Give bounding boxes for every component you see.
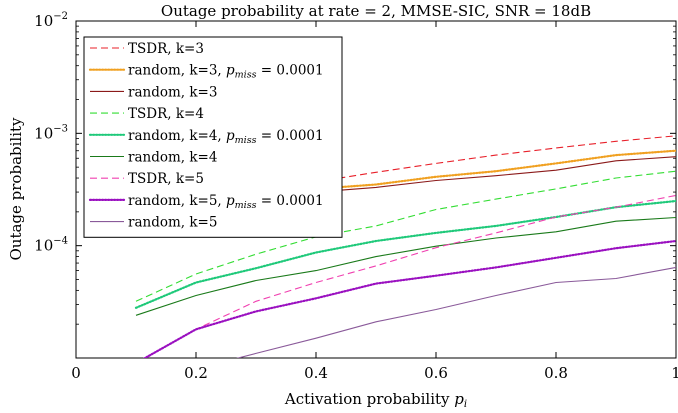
legend-label: TSDR, k=5 bbox=[128, 171, 204, 187]
x-tick-label: 0.2 bbox=[184, 364, 208, 382]
x-tick-label: 0 bbox=[71, 364, 81, 382]
series-line-4 bbox=[135, 170, 676, 302]
legend-label: random, k=5, pmiss = 0.0001 bbox=[128, 193, 324, 211]
y-tick-label: 10−4 bbox=[34, 236, 68, 255]
legend-label: random, k=3, pmiss = 0.0001 bbox=[128, 63, 324, 81]
x-axis-label: Activation probability pi bbox=[284, 390, 467, 410]
legend-label: random, k=3 bbox=[128, 84, 217, 100]
chart-title: Outage probability at rate = 2, MMSE-SIC… bbox=[161, 2, 591, 20]
legend-label: random, k=5 bbox=[128, 215, 217, 231]
series-line-8 bbox=[142, 239, 676, 358]
legend-label: TSDR, k=3 bbox=[128, 41, 204, 57]
x-tick-label: 1 bbox=[671, 364, 678, 382]
legend-label: random, k=4 bbox=[128, 150, 217, 166]
x-tick-label: 0.4 bbox=[304, 364, 328, 382]
legend-box bbox=[83, 36, 343, 238]
x-tick-label: 0.8 bbox=[544, 364, 568, 382]
y-tick-label: 10−3 bbox=[34, 123, 68, 142]
legend-label: TSDR, k=4 bbox=[128, 106, 204, 122]
series-line-9 bbox=[235, 266, 676, 358]
series-line-6 bbox=[135, 216, 676, 316]
y-tick-label: 10−2 bbox=[34, 11, 68, 30]
y-axis-label: Outage probability bbox=[7, 117, 25, 261]
x-tick-label: 0.6 bbox=[424, 364, 448, 382]
legend-label: random, k=4, pmiss = 0.0001 bbox=[128, 128, 324, 146]
series-line-7 bbox=[143, 194, 676, 358]
plot-frame bbox=[75, 20, 677, 359]
